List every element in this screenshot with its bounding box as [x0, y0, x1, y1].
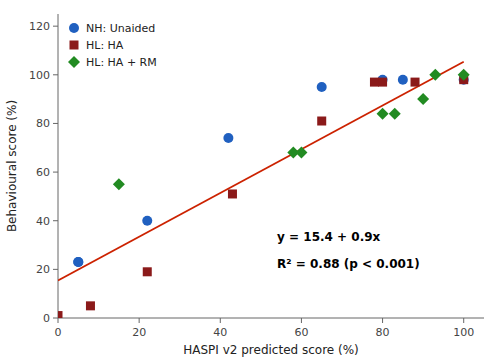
legend-marker	[70, 41, 79, 50]
legend-entry: HL: HA	[86, 39, 124, 52]
legend-entry: NH: Unaided	[86, 22, 155, 35]
y-axis-line	[58, 14, 59, 318]
legend-marker	[69, 23, 79, 33]
y-tick-label: 100	[29, 69, 50, 82]
scatter-point	[458, 69, 470, 81]
x-tick	[463, 318, 464, 323]
y-tick	[53, 26, 58, 27]
scatter-point	[228, 189, 237, 198]
scatter-point	[73, 257, 83, 267]
y-tick-label: 0	[43, 312, 50, 325]
annotation: R² = 0.88 (p < 0.001)	[277, 257, 420, 271]
x-tick	[58, 318, 59, 323]
x-tick	[139, 318, 140, 323]
annotation: y = 15.4 + 0.9x	[277, 230, 381, 244]
x-tick-label: 100	[453, 326, 474, 339]
chart: 0 20 40 60 80 100 0 20 40 60 80 100 120 HASPI v2 pred…	[0, 0, 500, 364]
y-axis-label: Behavioural score (%)	[5, 100, 19, 232]
scatter-point	[295, 147, 307, 159]
x-tick-label: 0	[55, 326, 62, 339]
y-tick	[53, 74, 58, 75]
x-tick-label: 80	[376, 326, 390, 339]
scatter-point	[223, 133, 233, 143]
y-tick-label: 80	[36, 117, 50, 130]
scatter-point	[389, 108, 401, 120]
y-tick	[53, 220, 58, 221]
x-tick-label: 40	[213, 326, 227, 339]
scatter-point	[142, 216, 152, 226]
y-tick	[53, 172, 58, 173]
x-tick-label: 60	[294, 326, 308, 339]
legend: NH: Unaided HL: HA HL: HA + RM	[68, 22, 157, 69]
x-tick	[301, 318, 302, 323]
y-tick	[53, 123, 58, 124]
scatter-point	[429, 69, 441, 81]
y-tick	[53, 269, 58, 270]
legend-marker	[68, 56, 80, 68]
legend-entry: HL: HA + RM	[86, 56, 157, 69]
scatter-point	[86, 301, 95, 310]
scatter-point	[113, 178, 125, 190]
y-tick-label: 40	[36, 215, 50, 228]
x-axis-label: HASPI v2 predicted score (%)	[183, 343, 359, 357]
x-axis-line	[58, 318, 484, 319]
plot-area	[58, 62, 470, 318]
scatter-point	[143, 267, 152, 276]
scatter-point	[317, 82, 327, 92]
regression-line	[58, 62, 464, 281]
scatter-point	[398, 75, 408, 85]
scatter-point	[377, 108, 389, 120]
x-tick	[382, 318, 383, 323]
y-tick-label: 60	[36, 166, 50, 179]
scatter-point	[73, 257, 83, 267]
scatter-point	[378, 78, 387, 87]
y-tick	[53, 318, 58, 319]
y-tick-label: 120	[29, 20, 50, 33]
scatter-point	[411, 78, 420, 87]
x-tick-label: 20	[132, 326, 146, 339]
scatter-point	[370, 78, 379, 87]
scatter-point	[58, 311, 63, 318]
scatter-point	[417, 93, 429, 105]
scatter-point	[317, 117, 326, 126]
x-tick	[220, 318, 221, 323]
y-tick-label: 20	[36, 263, 50, 276]
